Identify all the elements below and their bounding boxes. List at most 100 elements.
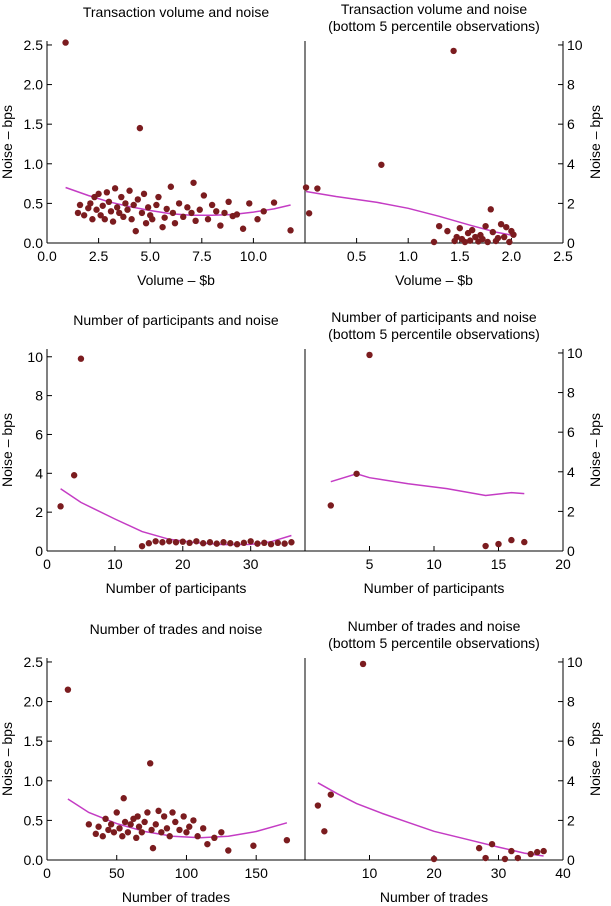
data-point	[172, 539, 180, 546]
y-tick-label: 8	[567, 77, 575, 93]
data-point	[218, 829, 225, 836]
y-tick-label: 2.5	[24, 37, 44, 53]
data-point	[213, 208, 220, 215]
data-point	[521, 538, 528, 546]
y-tick-label: 6	[567, 424, 575, 440]
x-tick-label: 0.5	[347, 248, 367, 264]
data-point	[220, 539, 227, 546]
data-point	[152, 821, 159, 828]
data-point	[456, 224, 463, 232]
data-point	[233, 211, 241, 218]
y-axis-label: Noise – bps	[0, 413, 15, 487]
y-tick-label: 2.0	[24, 694, 44, 710]
data-point	[353, 470, 360, 477]
data-point	[487, 206, 494, 213]
fit-line	[60, 488, 292, 546]
data-point	[160, 813, 168, 820]
x-axis-label: Volume – $b	[137, 272, 215, 288]
x-tick-label: 50	[109, 865, 125, 881]
fit-line	[330, 473, 525, 497]
y-tick-label: 2.0	[24, 77, 44, 93]
data-point	[161, 214, 168, 221]
data-point	[461, 238, 469, 246]
data-point	[261, 539, 268, 547]
data-point	[510, 231, 517, 238]
x-axis-label: Volume – $b	[395, 272, 473, 288]
data-point	[136, 124, 144, 132]
data-point	[159, 539, 166, 546]
data-point	[200, 192, 208, 199]
data-point	[64, 686, 72, 693]
data-point	[110, 829, 118, 836]
data-point	[109, 218, 117, 225]
data-point	[62, 39, 69, 46]
y-axis-label: Noise – bps	[587, 105, 603, 179]
data-point	[144, 809, 151, 816]
data-point	[74, 209, 82, 217]
x-tick-label: 2.5	[553, 248, 573, 264]
x-tick-label: 2.5	[89, 248, 109, 264]
data-point	[287, 227, 294, 234]
y-tick-label: 1.5	[24, 733, 44, 749]
data-point	[159, 223, 166, 231]
data-point	[149, 216, 156, 223]
data-point	[77, 355, 85, 362]
y-tick-label: 2	[567, 503, 575, 519]
data-point	[184, 204, 191, 211]
data-point	[508, 536, 515, 544]
data-point	[240, 539, 248, 547]
data-point	[107, 208, 115, 215]
data-point	[225, 198, 232, 206]
fit-line	[317, 782, 544, 857]
y-tick-label: 10	[567, 37, 583, 53]
data-point	[119, 833, 126, 840]
data-point	[99, 202, 106, 209]
x-axis-label: Number of trades	[122, 889, 230, 905]
data-point	[196, 206, 203, 213]
chart-title: (bottom 5 percentile observations)	[328, 326, 540, 342]
chart-panel-5: Number of trades and noise 0 50 100 150 0.0 0.…	[0, 621, 306, 905]
data-point	[488, 840, 496, 848]
data-point	[527, 850, 534, 858]
y-tick-label: 2.5	[24, 654, 44, 670]
data-point	[183, 829, 190, 836]
y-tick-label: 0	[35, 543, 43, 559]
data-point	[327, 791, 334, 798]
data-point	[260, 208, 267, 215]
data-point	[76, 201, 84, 209]
data-point	[239, 225, 247, 232]
data-point	[534, 848, 541, 856]
data-point	[221, 209, 228, 217]
data-point	[192, 217, 199, 225]
data-point	[70, 472, 78, 479]
x-tick-label: 2.0	[502, 248, 522, 264]
y-tick-label: 0	[567, 543, 575, 559]
data-point	[444, 227, 451, 235]
data-point	[113, 809, 120, 816]
data-point	[430, 238, 438, 246]
data-point	[288, 539, 295, 546]
y-tick-label: 1.5	[24, 116, 44, 132]
data-point	[225, 847, 232, 854]
data-point	[138, 542, 146, 550]
data-point	[186, 823, 193, 830]
data-point	[506, 238, 513, 246]
data-point	[450, 47, 457, 55]
x-tick-label: 20	[555, 556, 571, 572]
data-point	[163, 205, 170, 213]
x-axis-label: Number of participants	[364, 580, 505, 596]
x-tick-label: 30	[491, 865, 507, 881]
y-tick-label: 10	[567, 654, 583, 670]
data-point	[148, 826, 155, 834]
data-point	[514, 854, 522, 862]
data-point	[169, 809, 176, 816]
chart-title: Number of participants and noise	[73, 312, 279, 328]
data-point	[482, 542, 489, 550]
data-point	[128, 216, 135, 223]
data-point	[190, 179, 197, 186]
data-point	[233, 541, 241, 548]
data-point	[175, 200, 183, 207]
x-tick-label: 10	[362, 865, 378, 881]
data-point	[190, 817, 197, 824]
